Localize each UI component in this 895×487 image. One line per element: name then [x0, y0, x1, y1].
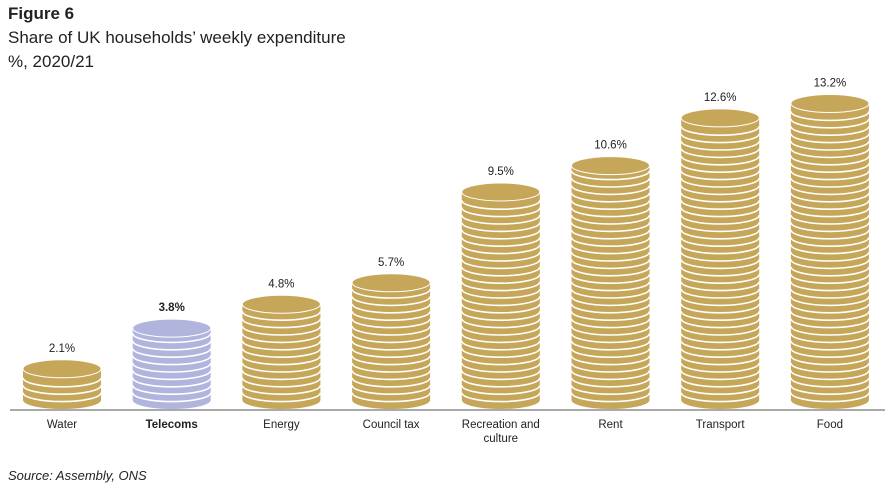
data-label: 3.8% — [159, 302, 185, 314]
category-label: culture — [484, 433, 519, 445]
category-label: Recreation and — [462, 419, 540, 431]
bar-recreation-and-culture — [461, 182, 541, 410]
bar-council-tax — [351, 273, 431, 410]
bar-water — [22, 359, 102, 409]
figure-number: Figure 6 — [8, 4, 75, 23]
category-label: Telecoms — [146, 419, 198, 431]
bar-food — [790, 94, 870, 410]
bar-transport — [680, 108, 760, 410]
bar-energy — [241, 294, 322, 410]
category-label: Water — [47, 419, 77, 431]
source-note: Source: Assembly, ONS — [8, 468, 147, 483]
category-label: Transport — [696, 419, 746, 431]
data-label: 4.8% — [268, 278, 294, 290]
data-label: 2.1% — [49, 343, 75, 355]
bar-telecoms — [131, 318, 212, 410]
category-label: Council tax — [363, 419, 420, 431]
bar-rent — [570, 156, 651, 410]
data-label: 13.2% — [814, 78, 847, 90]
chart-unit: %, 2020/21 — [8, 52, 95, 71]
data-label: 10.6% — [594, 140, 627, 152]
chart-title: Share of UK households’ weekly expenditu… — [8, 28, 346, 47]
category-label: Energy — [263, 419, 300, 431]
data-label: 12.6% — [704, 92, 737, 104]
data-label: 5.7% — [378, 257, 404, 269]
category-label: Food — [817, 419, 843, 431]
data-label: 9.5% — [488, 166, 514, 178]
category-label: Rent — [598, 419, 623, 431]
